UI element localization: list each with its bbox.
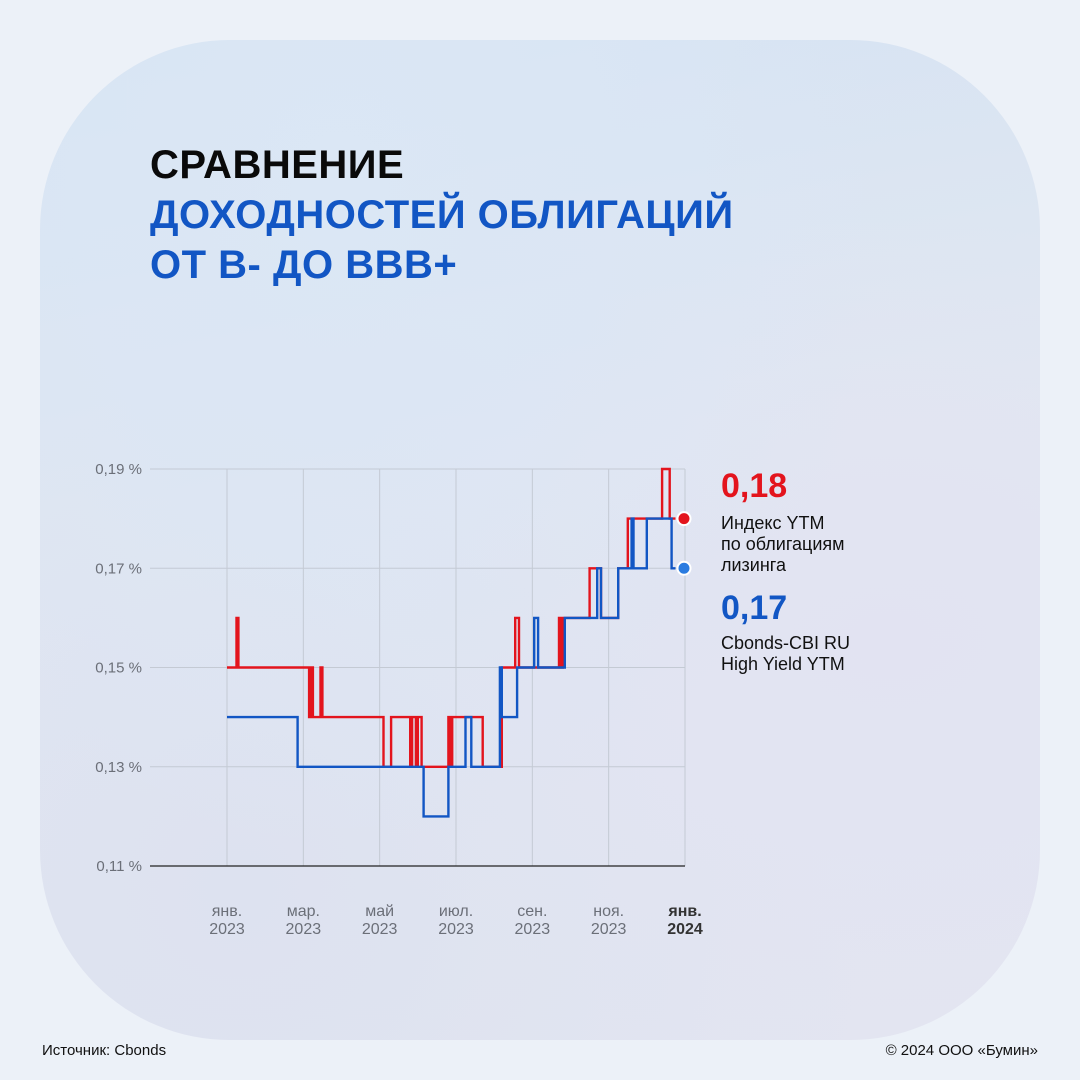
- x-tick-label-month: янв.: [667, 903, 701, 920]
- y-tick-label: 0,17 %: [95, 560, 142, 577]
- copyright-note: © 2024 ООО «Бумин»: [885, 1042, 1038, 1059]
- series-end-marker-red: [676, 511, 692, 527]
- x-tick-label-year: 2023: [209, 921, 245, 938]
- series-line-blue: [227, 517, 676, 818]
- x-tick-label-year: 2023: [362, 921, 398, 938]
- background-panel: [40, 40, 1040, 1040]
- page-title: СРАВНЕНИЕ ДОХОДНОСТЕЙ ОБЛИГАЦИЙ ОТ B- ДО…: [150, 140, 734, 290]
- source-note: Источник: Cbonds: [42, 1042, 167, 1059]
- x-tick-label-month: янв.: [212, 903, 242, 920]
- y-tick-label: 0,11 %: [96, 858, 142, 875]
- legend-red-label: Индекс YTM по облигациям лизинга: [721, 513, 845, 575]
- series-end-marker-blue: [676, 560, 692, 576]
- x-tick-label-month: май: [365, 903, 394, 920]
- x-tick-label-year: 2024: [667, 921, 703, 938]
- title-line-3: ОТ B- ДО BBB+: [150, 243, 458, 287]
- legend-blue-value: 0,17: [721, 589, 788, 627]
- y-tick-label: 0,15 %: [95, 660, 142, 677]
- x-tick-label-month: ноя.: [593, 903, 624, 920]
- y-tick-label: 0,19 %: [95, 461, 142, 478]
- x-tick-label-year: 2023: [515, 921, 551, 938]
- x-tick-label-year: 2023: [591, 921, 627, 938]
- legend-blue-label: Cbonds-CBI RU High Yield YTM: [721, 633, 851, 674]
- x-tick-label-month: сен.: [517, 903, 547, 920]
- x-tick-label-month: мар.: [287, 903, 320, 920]
- x-tick-label-month: июл.: [439, 903, 473, 920]
- title-line-1: СРАВНЕНИЕ: [150, 143, 405, 187]
- x-tick-label-year: 2023: [438, 921, 474, 938]
- legend-red-value: 0,18: [721, 467, 788, 505]
- y-tick-label: 0,13 %: [95, 759, 142, 776]
- title-line-2: ДОХОДНОСТЕЙ ОБЛИГАЦИЙ: [150, 193, 734, 237]
- x-tick-label-year: 2023: [286, 921, 322, 938]
